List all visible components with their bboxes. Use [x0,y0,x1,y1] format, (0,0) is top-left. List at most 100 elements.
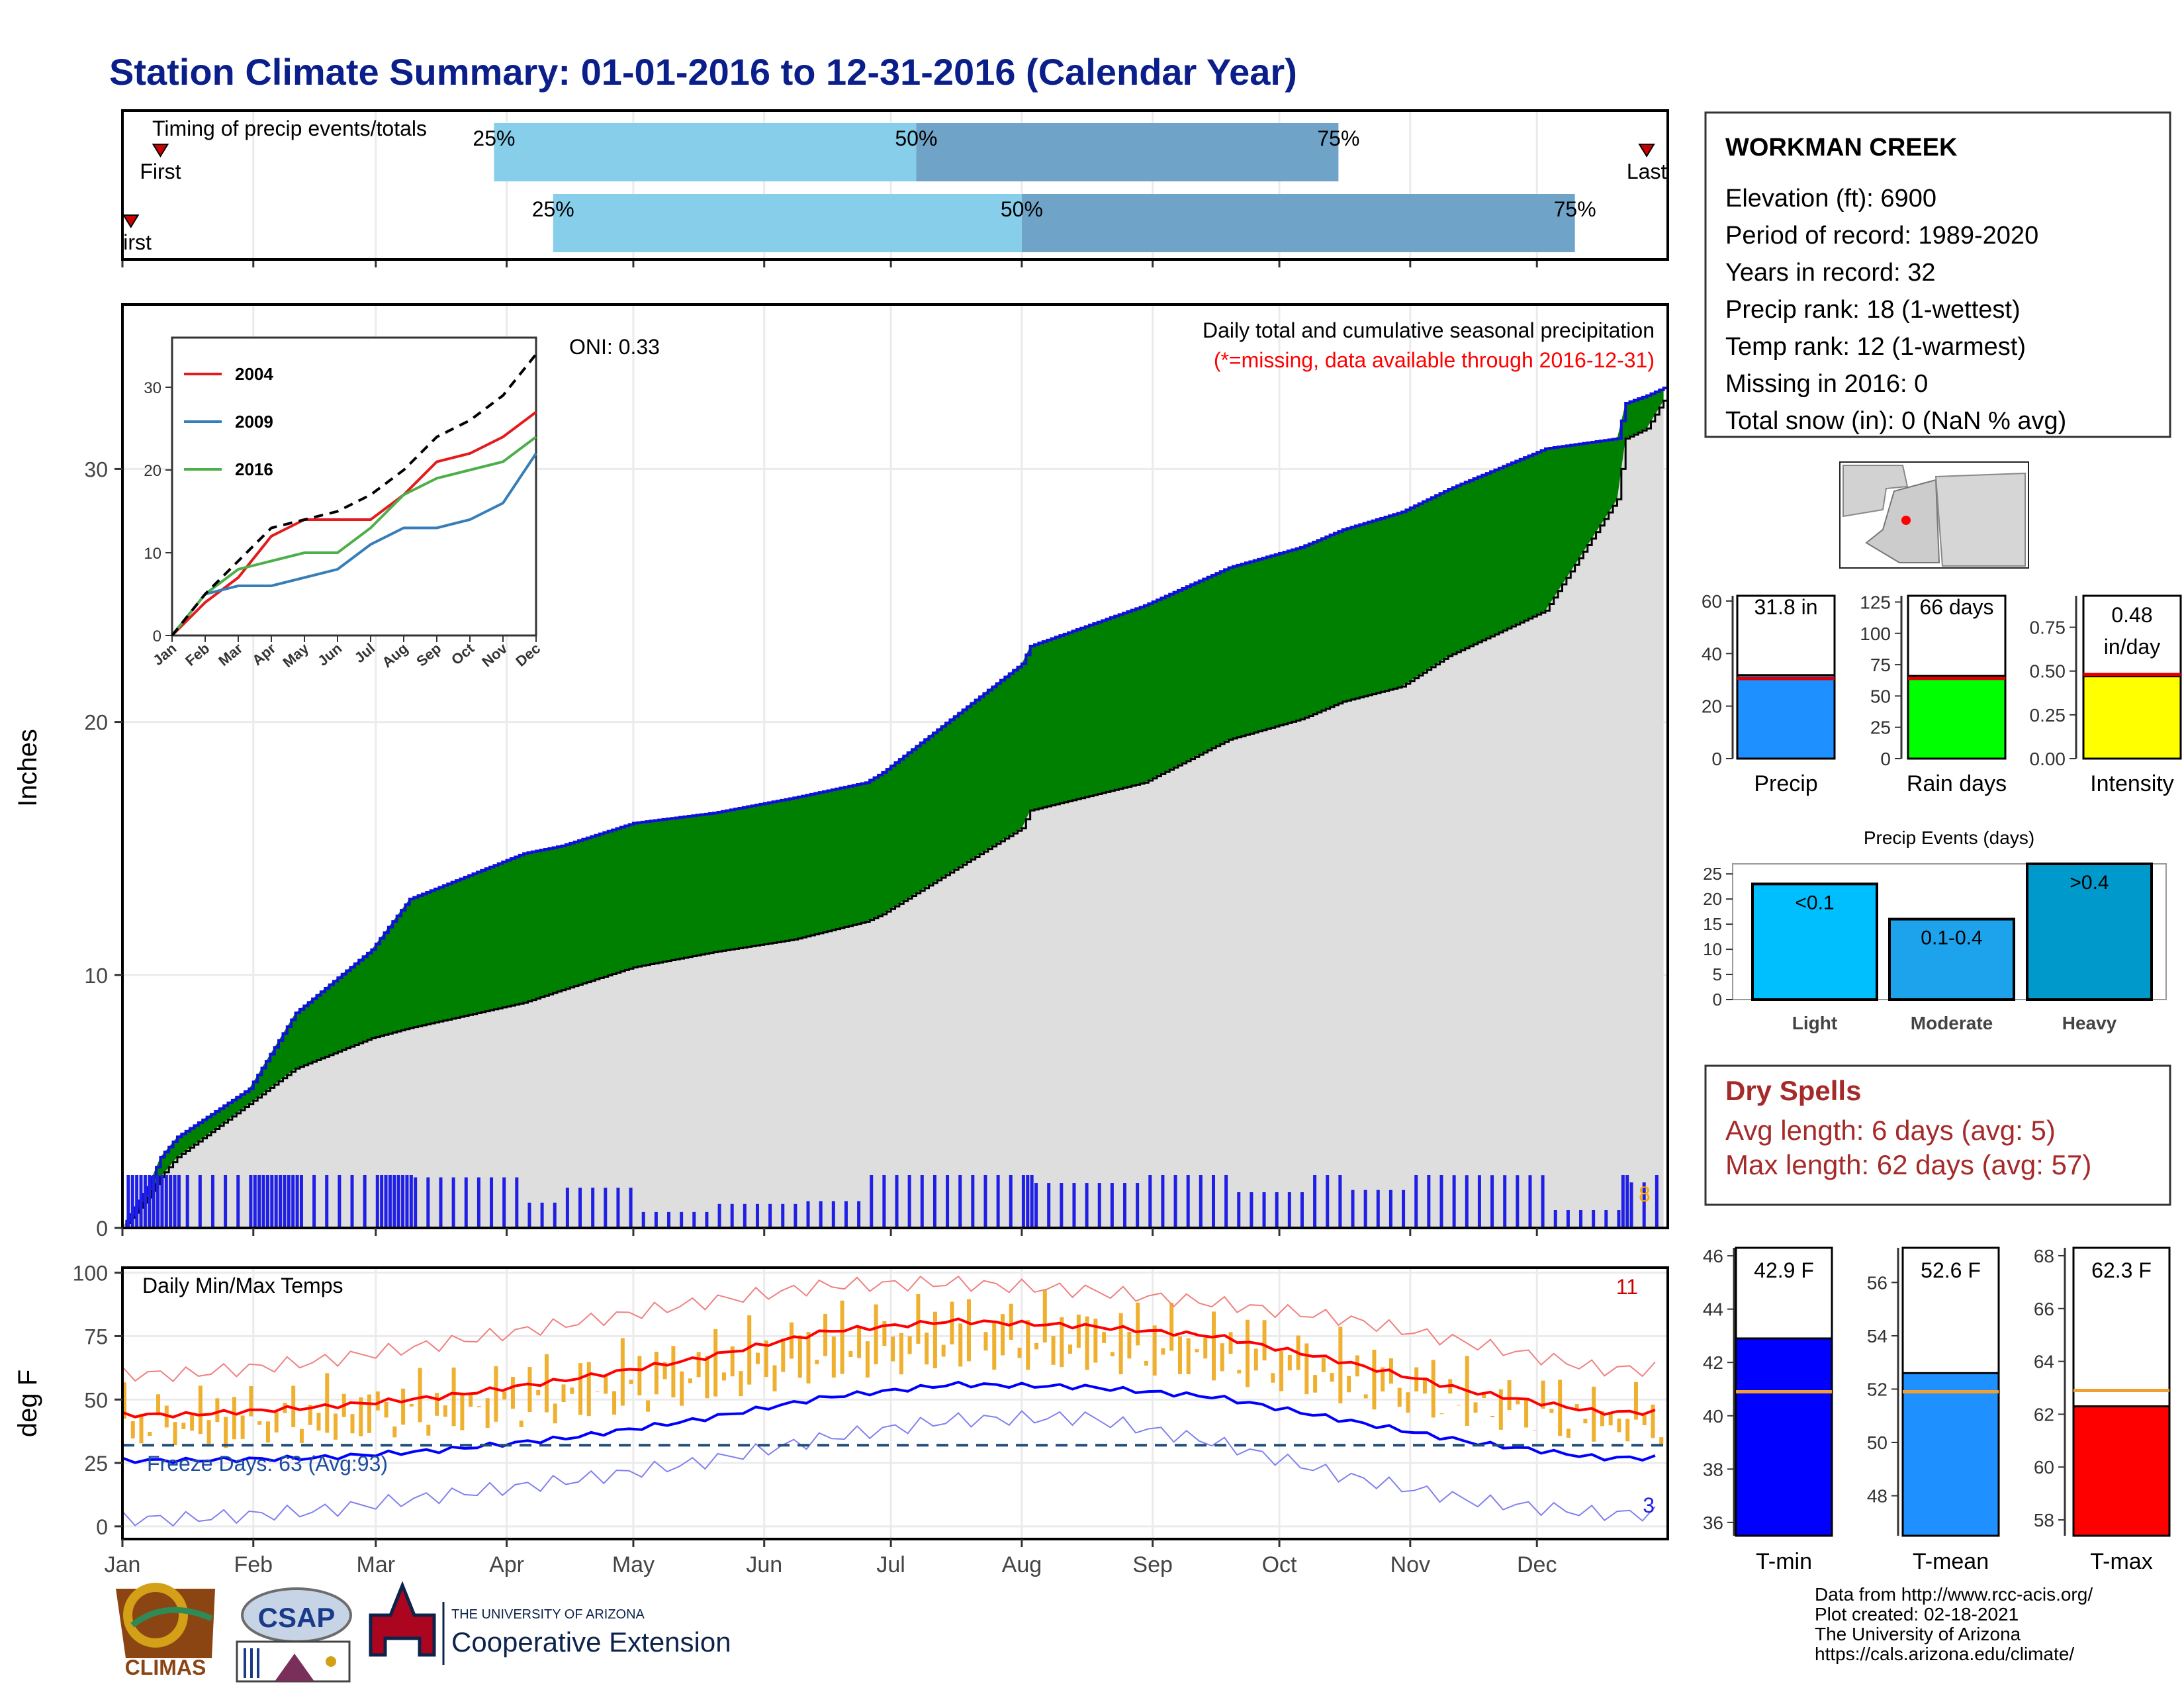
daily-precip-bar [185,1175,189,1228]
summary-tick-label: 100 [1860,624,1891,644]
daily-temp-range-bar [1381,1367,1385,1391]
temp-tick-label: 25 [84,1452,108,1476]
daily-temp-range-bar [173,1422,177,1446]
temps-count-low: 3 [1643,1493,1655,1517]
temp-bar-t-max [2072,1405,2171,1537]
daily-temp-range-bar [1093,1319,1098,1363]
daily-precip-bar [616,1188,620,1228]
precip-tick-label: 30 [84,457,108,481]
daily-temp-range-bar [857,1327,862,1358]
daily-temp-range-bar [527,1367,532,1413]
record-min-line [122,1410,1656,1527]
temp-bar-t-min [1735,1337,1833,1537]
daily-temp-range-bar [730,1346,735,1377]
daily-temp-range-bar [764,1340,768,1378]
daily-temp-range-bar [612,1391,617,1415]
daily-precip-bar [1376,1190,1380,1228]
timing-bar-q3 [1021,194,1575,252]
temp-bar-tick-label: 64 [2034,1352,2054,1372]
daily-precip-bar [426,1177,430,1228]
timing-title: Timing of precip events/totals [152,117,427,140]
temp-bar-value-label: 42.9 F [1754,1258,1814,1282]
temp-tick-label: 0 [96,1515,108,1539]
daily-precip-bar [1072,1183,1076,1228]
daily-precip-bar [409,1175,413,1228]
daily-temp-range-bar [257,1421,262,1425]
daily-precip-bar [291,1175,295,1228]
daily-temp-range-bar [1161,1348,1165,1355]
daily-temp-range-bar [840,1300,844,1374]
daily-precip-bar [236,1175,240,1228]
daily-temp-range-bar [1592,1386,1596,1442]
daily-temp-range-bar [1144,1360,1148,1366]
daily-precip-bar [1237,1192,1241,1228]
month-label: Jun [746,1552,782,1577]
summary-bar-rain-days [1907,675,2007,760]
precip-tick-label: 20 [84,711,108,735]
daily-precip-bar [312,1175,316,1228]
daily-temp-range-bar [1473,1402,1478,1413]
summary-bar-label: Precip [1754,771,1817,796]
daily-precip-bar [794,1203,797,1228]
daily-precip-bar [490,1177,494,1228]
timing-panel: Timing of precip events/totals Avg25%50%… [121,109,1669,267]
daily-temp-range-bar [1541,1380,1545,1409]
daily-temp-range-bar [1321,1358,1326,1372]
daily-precip-bar [1477,1175,1481,1228]
daily-temp-range-bar [1068,1344,1073,1354]
ua-logo-bottom: Cooperative Extension [451,1626,731,1658]
climas-logo-text: CLIMAS [125,1656,206,1679]
daily-temp-range-bar [1262,1320,1267,1361]
daily-temp-range-bar [1608,1412,1613,1426]
daily-precip-bar [253,1175,257,1228]
daily-precip-bar [705,1211,709,1228]
dry-spells-max: Max length: 62 days (avg: 57) [1725,1149,2091,1180]
credits: Data from http://www.rcc-acis.org/Plot c… [1815,1584,2093,1664]
below-average-area [126,388,1664,1223]
daily-temp-range-bar [148,1432,152,1436]
daily-precip-bar [1427,1175,1431,1228]
daily-precip-bar [148,1175,152,1228]
daily-precip-bar [1414,1175,1418,1228]
daily-precip-bar [1592,1210,1596,1228]
daily-temp-range-bar [122,1382,126,1419]
daily-temp-range-bar [451,1367,456,1427]
daily-precip-bar [249,1175,253,1228]
station-info-line: Period of record: 1989-2020 [1725,222,2038,250]
daily-precip-bar [1402,1190,1406,1228]
daily-temp-range-bar [1304,1343,1309,1395]
daily-temp-range-bar [1211,1311,1216,1381]
temp-bar-tick-label: 36 [1703,1513,1723,1533]
daily-temp-range-bar [469,1394,473,1407]
daily-precip-bar [1085,1183,1089,1228]
daily-temp-range-bar [933,1311,937,1368]
daily-temp-range-bar [359,1397,363,1436]
temp-bar-label: T-mean [1913,1549,1989,1574]
temp-bar-tick-label: 68 [2034,1246,2054,1266]
daily-temp-range-bar [1439,1413,1444,1415]
daily-temp-range-bar [401,1388,406,1425]
daily-precip-bar [405,1175,409,1228]
daily-temp-range-bar [510,1377,515,1409]
daily-precip-bar [1026,1175,1030,1228]
temp-bar-tick-label: 42 [1703,1352,1723,1373]
station-name: WORKMAN CREEK [1725,134,1958,162]
daily-precip-bar [210,1175,214,1228]
daily-temp-range-bar [688,1378,692,1383]
precip-ylabel: Inches [13,729,42,807]
daily-temp-range-bar [274,1412,279,1432]
daily-precip-bar [540,1202,544,1228]
daily-precip-bar [1136,1183,1140,1228]
daily-temp-range-bar [1600,1411,1604,1427]
daily-precip-bar [1300,1192,1304,1228]
daily-temp-range-bar [1507,1380,1512,1411]
daily-temp-range-bar [755,1352,760,1364]
summary-tick-label: 20 [1702,696,1722,717]
summary-tick-label: 0 [1880,749,1891,769]
arizona-locator-map [1839,461,2029,569]
daily-temp-range-bar [595,1391,600,1393]
temp-bar-value-label: 52.6 F [1921,1258,1981,1282]
current-cumulative-line [122,387,1668,1229]
inset-legend-label: 2004 [235,364,273,384]
